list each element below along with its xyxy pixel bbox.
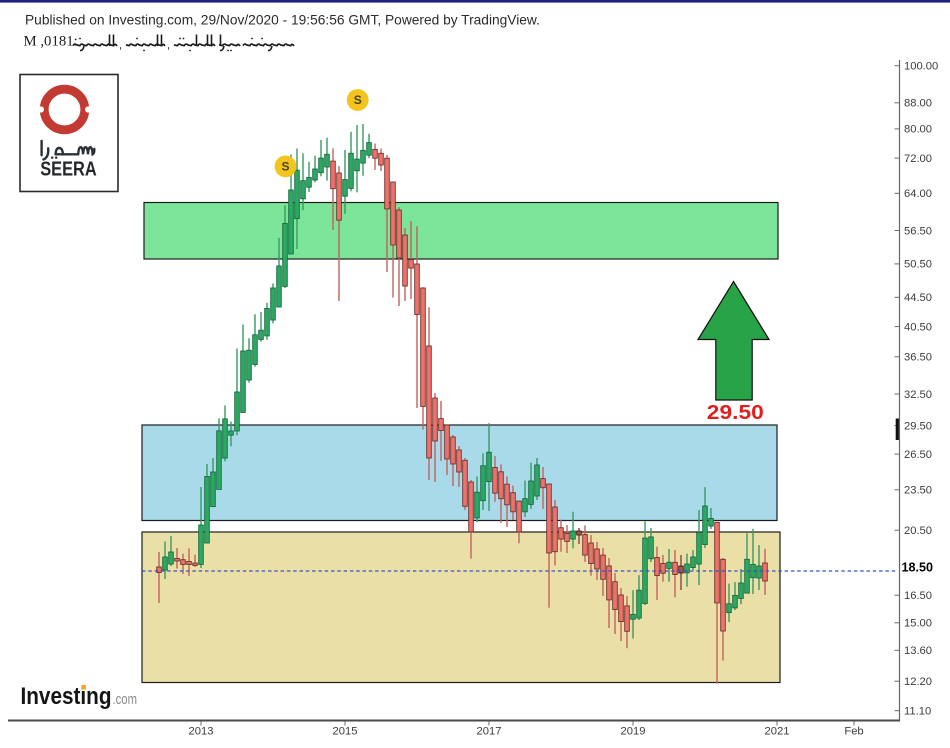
svg-text:M ,0181:: M ,0181: <box>24 34 78 50</box>
svg-text:S: S <box>281 160 289 174</box>
svg-text:88.00: 88.00 <box>904 98 932 110</box>
svg-text:23.50: 23.50 <box>904 485 932 497</box>
svg-text:2019: 2019 <box>621 726 646 738</box>
svg-text:Feb: Feb <box>844 726 863 738</box>
svg-text:36.50: 36.50 <box>904 352 932 364</box>
svg-text:,: , <box>167 40 170 52</box>
svg-text:26.50: 26.50 <box>904 449 932 461</box>
svg-text:72.00: 72.00 <box>904 153 932 165</box>
svg-text:18.50: 18.50 <box>902 561 934 575</box>
svg-text:Published on Investing.com, 29: Published on Investing.com, 29/Nov/2020 … <box>25 13 540 28</box>
svg-text:S: S <box>354 93 362 107</box>
svg-text:44.50: 44.50 <box>904 292 932 304</box>
svg-text:29.50: 29.50 <box>707 401 764 424</box>
svg-text:.com: .com <box>113 691 138 708</box>
svg-text:50.50: 50.50 <box>904 259 932 271</box>
svg-text:2013: 2013 <box>189 726 214 738</box>
svg-text:32.50: 32.50 <box>904 389 932 401</box>
svg-text:56.50: 56.50 <box>904 225 932 237</box>
svg-text:2017: 2017 <box>477 726 502 738</box>
svg-text:2021: 2021 <box>765 726 790 738</box>
svg-text:13.60: 13.60 <box>904 645 932 657</box>
svg-text:29.50: 29.50 <box>904 420 932 432</box>
svg-text:,: , <box>119 40 122 52</box>
svg-text:SEERA: SEERA <box>40 159 96 181</box>
svg-text:64.00: 64.00 <box>904 188 932 200</box>
svg-text:Investing: Investing <box>21 684 112 710</box>
svg-text:16.50: 16.50 <box>904 590 932 602</box>
svg-text:15.00: 15.00 <box>904 618 932 630</box>
svg-text:20.50: 20.50 <box>904 525 932 537</box>
svg-text:12.20: 12.20 <box>904 676 932 688</box>
svg-text:40.50: 40.50 <box>904 321 932 333</box>
svg-text:11.10: 11.10 <box>904 706 931 718</box>
svg-text:80.00: 80.00 <box>904 124 932 136</box>
svg-text:2015: 2015 <box>333 726 358 738</box>
svg-text:100.00: 100.00 <box>904 61 938 73</box>
